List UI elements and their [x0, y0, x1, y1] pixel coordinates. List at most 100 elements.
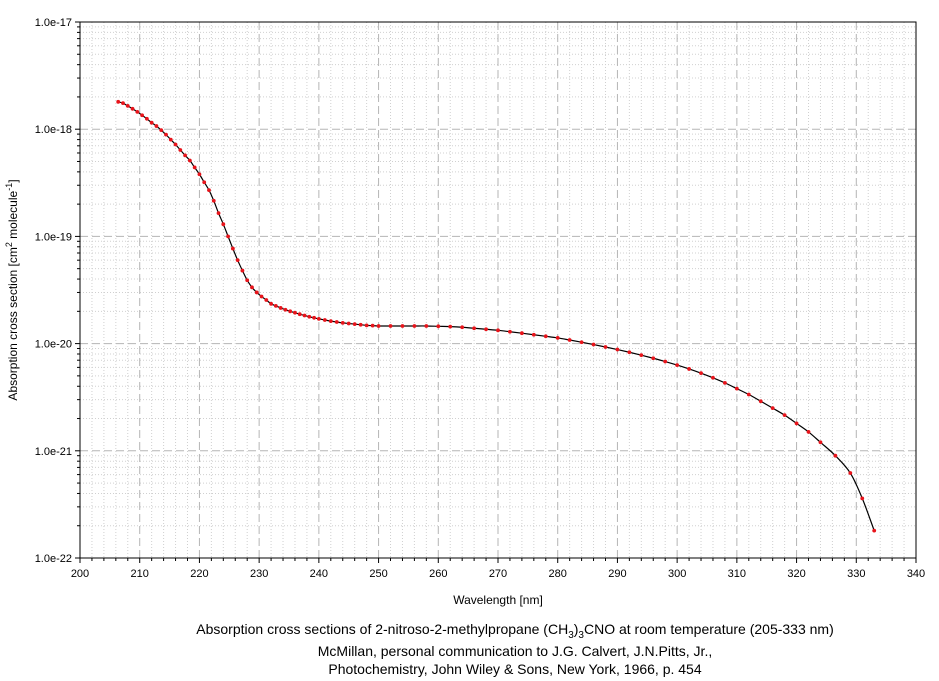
data-point: [178, 148, 183, 152]
data-point: [370, 323, 375, 328]
data-point: [519, 331, 524, 336]
data-point: [230, 246, 235, 251]
data-point: [269, 301, 273, 306]
x-axis-title: Wavelength [nm]: [453, 593, 543, 607]
data-point: [651, 356, 656, 361]
data-point: [340, 321, 345, 325]
data-point: [149, 120, 154, 125]
x-tick-label: 320: [787, 568, 805, 580]
x-tick-label: 230: [250, 568, 268, 580]
data-point: [235, 258, 240, 263]
y-tick-label: 1.0e-17: [35, 17, 72, 29]
data-point: [579, 340, 584, 345]
data-point: [448, 324, 453, 329]
major-grid: [80, 22, 916, 558]
data-point: [555, 336, 560, 340]
data-point: [192, 165, 197, 170]
data-point: [240, 268, 245, 273]
data-point: [358, 322, 363, 327]
data-point: [388, 324, 393, 328]
data-point: [746, 392, 751, 397]
data-point: [711, 375, 715, 380]
data-point: [288, 309, 293, 314]
data-point: [782, 413, 787, 418]
data-point: [758, 399, 763, 404]
x-tick-label: 340: [907, 568, 925, 580]
x-tick-label: 200: [71, 568, 89, 580]
data-point: [334, 320, 339, 324]
data-point: [250, 285, 254, 290]
chart-reference-line-2: Photochemistry, John Wiley & Sons, New Y…: [328, 661, 702, 677]
y-tick-label: 1.0e-21: [35, 446, 72, 458]
x-tick-label: 240: [310, 568, 328, 580]
data-point: [135, 110, 140, 114]
data-point: [144, 116, 149, 121]
caption-title-sub2: 3: [578, 629, 584, 641]
data-point: [183, 153, 188, 158]
data-point: [734, 386, 739, 391]
data-point: [297, 312, 302, 317]
y-axis-title-prefix: Absorption cross section [cm: [6, 247, 20, 400]
caption-title-after: CNO at room temperature (205-333 nm): [583, 621, 834, 637]
y-tick-label: 1.0e-20: [35, 339, 72, 351]
data-point: [460, 325, 465, 330]
x-tick-label: 290: [608, 568, 626, 580]
data-point: [322, 318, 327, 322]
x-tick-label: 330: [847, 568, 865, 580]
data-point: [484, 327, 488, 332]
data-point: [121, 101, 125, 106]
caption-title-sub1: 3: [568, 629, 574, 641]
data-point: [116, 99, 121, 104]
data-point: [472, 326, 477, 331]
data-point: [197, 172, 202, 177]
y-axis-title: Absorption cross section [cm2 molecule-1…: [4, 179, 20, 400]
data-point: [125, 103, 130, 108]
y-axis-title-suffix: ]: [6, 179, 20, 182]
data-point: [352, 322, 357, 327]
data-point: [496, 328, 500, 333]
y-axis-title-sup1: 2: [4, 242, 14, 247]
data-point: [168, 137, 173, 142]
x-tick-label: 310: [728, 568, 746, 580]
y-tick-label: 1.0e-19: [35, 231, 72, 243]
x-tick-label: 260: [429, 568, 447, 580]
data-point: [293, 310, 297, 315]
chart: 200 210 220 230 240 250 260 270 280 290 300 310 320 3…: [4, 17, 925, 607]
data-point: [346, 321, 351, 326]
series-markers: [116, 99, 877, 533]
data-point: [364, 323, 369, 328]
data-point: [615, 347, 620, 352]
data-point: [400, 324, 405, 328]
series-line: [118, 101, 875, 531]
x-tick-label: 250: [369, 568, 387, 580]
data-point: [316, 317, 321, 321]
data-point: [302, 313, 307, 318]
data-point: [226, 234, 230, 239]
caption-title-middle: ): [573, 621, 579, 637]
x-tick-label: 280: [549, 568, 567, 580]
data-point: [283, 307, 288, 312]
data-point: [412, 324, 417, 328]
data-point: [328, 319, 333, 324]
data-point: [603, 345, 608, 349]
chart-reference-line-1: McMillan, personal communication to J.G.…: [317, 643, 713, 659]
data-point: [591, 342, 596, 347]
y-axis-title-sup2: -1: [4, 183, 14, 191]
data-point: [424, 324, 429, 328]
y-axis-title-middle: molecule: [6, 190, 20, 242]
data-point: [567, 338, 572, 342]
x-axis-ticks: 200 210 220 230 240 250 260 270 280 290 300 310 320 3…: [71, 558, 925, 580]
data-point: [307, 314, 312, 319]
minor-grid: [80, 22, 916, 558]
data-point: [221, 222, 226, 227]
x-tick-label: 270: [489, 568, 507, 580]
data-point: [436, 324, 441, 329]
data-point: [278, 306, 283, 310]
data-point: [216, 211, 221, 215]
data-point: [173, 142, 178, 147]
data-point: [187, 158, 192, 163]
data-point: [245, 278, 250, 283]
data-point: [508, 329, 512, 334]
data-point: [154, 124, 159, 128]
data-point: [699, 371, 703, 376]
